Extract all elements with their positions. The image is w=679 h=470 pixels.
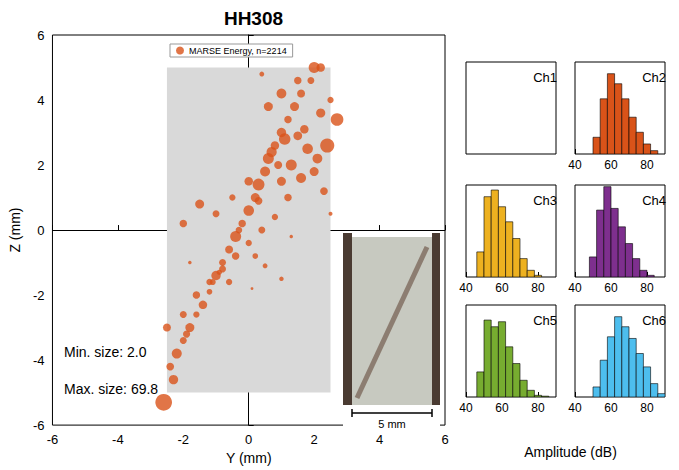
svg-text:40: 40	[459, 281, 473, 295]
svg-text:40: 40	[568, 401, 582, 415]
svg-text:-4: -4	[112, 432, 124, 447]
svg-text:Z (mm): Z (mm)	[7, 208, 23, 253]
svg-text:2: 2	[37, 158, 44, 173]
svg-text:6: 6	[37, 28, 44, 43]
svg-text:0: 0	[37, 223, 44, 238]
svg-text:-2: -2	[178, 432, 190, 447]
svg-text:Amplitude (dB): Amplitude (dB)	[524, 444, 617, 460]
svg-text:Y (mm): Y (mm)	[226, 450, 272, 466]
svg-text:6: 6	[441, 432, 448, 447]
svg-text:Max. size: 69.8: Max. size: 69.8	[64, 381, 158, 397]
svg-text:Ch1: Ch1	[533, 70, 557, 85]
svg-text:Ch3: Ch3	[533, 193, 557, 208]
svg-text:Ch5: Ch5	[533, 313, 557, 328]
svg-text:HH308: HH308	[224, 8, 283, 29]
svg-text:-4: -4	[33, 353, 45, 368]
svg-text:60: 60	[604, 401, 618, 415]
svg-text:Ch4: Ch4	[642, 193, 666, 208]
svg-text:60: 60	[604, 158, 618, 172]
svg-text:-6: -6	[33, 418, 45, 433]
svg-text:80: 80	[640, 401, 654, 415]
svg-text:0: 0	[245, 432, 252, 447]
svg-text:40: 40	[568, 158, 582, 172]
svg-text:40: 40	[459, 401, 473, 415]
svg-text:60: 60	[495, 281, 509, 295]
svg-text:4: 4	[376, 432, 383, 447]
svg-text:5 mm: 5 mm	[378, 418, 406, 430]
svg-text:60: 60	[604, 281, 618, 295]
svg-text:-2: -2	[33, 288, 45, 303]
svg-text:Min. size: 2.0: Min. size: 2.0	[64, 344, 147, 360]
svg-text:4: 4	[37, 93, 44, 108]
svg-text:2: 2	[311, 432, 318, 447]
svg-text:-6: -6	[47, 432, 59, 447]
svg-text:80: 80	[531, 401, 545, 415]
svg-text:Ch2: Ch2	[642, 70, 666, 85]
svg-text:Ch6: Ch6	[642, 313, 666, 328]
svg-text:40: 40	[568, 281, 582, 295]
svg-text:80: 80	[640, 281, 654, 295]
svg-text:80: 80	[531, 281, 545, 295]
svg-text:MARSE Energy, n=2214: MARSE Energy, n=2214	[189, 46, 287, 56]
svg-text:60: 60	[495, 401, 509, 415]
svg-text:80: 80	[640, 158, 654, 172]
